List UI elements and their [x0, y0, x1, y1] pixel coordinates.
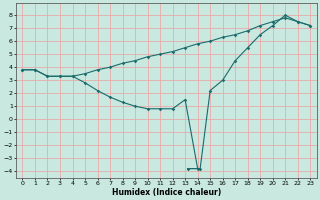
X-axis label: Humidex (Indice chaleur): Humidex (Indice chaleur)	[112, 188, 221, 197]
